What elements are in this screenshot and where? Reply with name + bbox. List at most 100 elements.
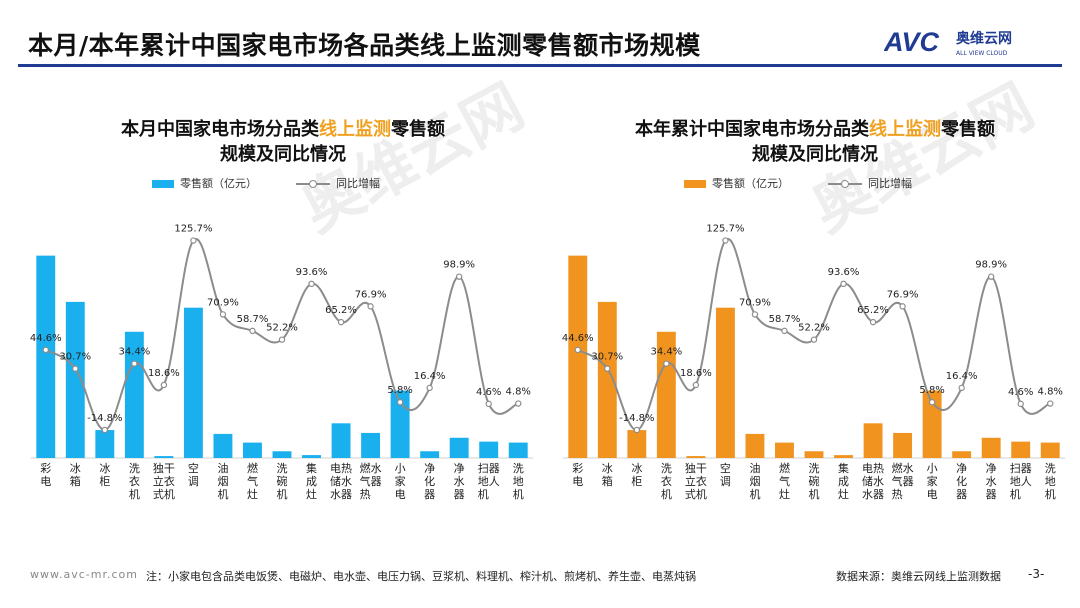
- bar: [302, 455, 321, 458]
- page-number: -3-: [1028, 567, 1045, 581]
- svg-text:立: 立: [685, 474, 696, 488]
- growth-label: 70.9%: [207, 297, 239, 308]
- svg-text:器: 器: [489, 462, 500, 475]
- growth-label: 30.7%: [59, 352, 91, 363]
- category-label: 空调: [720, 461, 731, 488]
- growth-label: 18.6%: [680, 368, 712, 379]
- svg-text:机: 机: [129, 487, 140, 501]
- svg-text:机: 机: [696, 487, 707, 501]
- category-label: 冰箱: [70, 462, 81, 488]
- logo-en-text: ALL VIEW CLOUD: [956, 50, 1008, 57]
- svg-text:箱: 箱: [70, 474, 81, 488]
- svg-text:热: 热: [341, 462, 352, 475]
- growth-point: [72, 365, 79, 372]
- svg-text:器: 器: [873, 488, 884, 501]
- svg-text:气: 气: [247, 474, 258, 488]
- growth-point: [810, 336, 818, 343]
- svg-text:地: 地: [478, 475, 489, 488]
- svg-text:机: 机: [277, 487, 288, 501]
- svg-text:地: 地: [1045, 475, 1056, 488]
- bar: [95, 430, 115, 458]
- svg-text:器: 器: [956, 488, 967, 501]
- bar: [627, 430, 647, 458]
- growth-point: [337, 318, 345, 326]
- svg-text:化: 化: [424, 474, 435, 488]
- svg-text:水: 水: [330, 488, 341, 501]
- growth-point: [131, 360, 138, 367]
- svg-text:式: 式: [685, 488, 696, 501]
- growth-point: [840, 280, 847, 288]
- growth-label: 98.9%: [443, 260, 475, 271]
- growth-label: 4.8%: [1038, 387, 1063, 398]
- svg-text:净: 净: [956, 461, 967, 475]
- bar: [568, 255, 588, 458]
- svg-text:灶: 灶: [838, 488, 849, 501]
- growth-label: 93.6%: [296, 267, 328, 278]
- category-label: 洗地机: [513, 462, 524, 501]
- growth-label: 5.8%: [387, 385, 412, 396]
- svg-text:独: 独: [153, 462, 164, 475]
- svg-text:灶: 灶: [306, 488, 317, 501]
- category-label: 净化器: [424, 461, 435, 501]
- svg-text:机: 机: [513, 487, 524, 501]
- bar: [715, 307, 735, 458]
- bar: [745, 433, 765, 458]
- growth-point: [219, 311, 227, 318]
- growth-label: 16.4%: [414, 371, 446, 382]
- svg-text:集: 集: [838, 461, 849, 475]
- svg-text:调: 调: [720, 475, 731, 488]
- bar: [154, 456, 174, 458]
- svg-text:洗: 洗: [1045, 462, 1056, 475]
- legend-item-bar: 零售额（亿元）: [152, 175, 257, 191]
- footer-source: 数据来源：奥维云网线上监测数据: [836, 570, 1001, 583]
- bar: [1040, 442, 1060, 458]
- growth-point: [663, 360, 670, 367]
- svg-text:化: 化: [956, 474, 967, 488]
- chart-title-monthly: 本月中国家电市场分品类线上监测零售额 规模及同比情况: [121, 119, 445, 165]
- svg-text:干: 干: [696, 462, 707, 475]
- growth-point: [160, 381, 168, 389]
- growth-label: 34.4%: [118, 347, 150, 358]
- svg-text:气: 气: [779, 474, 790, 488]
- svg-text:小: 小: [927, 462, 938, 475]
- bar: [449, 437, 469, 458]
- growth-point: [928, 399, 936, 406]
- svg-text:烟: 烟: [749, 474, 760, 488]
- footer-url: www.avc-mr.com: [30, 568, 138, 581]
- svg-text:柜: 柜: [631, 475, 642, 488]
- bar: [1011, 441, 1031, 458]
- chart-title-ytd: 本年累计中国家电市场分品类线上监测零售额 规模及同比情况: [635, 119, 995, 165]
- category-label: 燃气灶: [779, 461, 790, 501]
- svg-text:水: 水: [862, 488, 873, 501]
- growth-label: 44.6%: [30, 333, 62, 344]
- svg-text:烟: 烟: [217, 474, 228, 488]
- footer-note: 注：小家电包含品类电饭煲、电磁炉、电水壶、电压力锅、豆浆机、料理机、榨汁机、煎烤…: [146, 570, 696, 583]
- category-label: 洗衣机: [129, 462, 140, 501]
- bar: [952, 451, 972, 458]
- svg-text:机: 机: [1045, 487, 1056, 501]
- chart-monthly-plot: 44.6% 30.7% -14.8% 34.4% 18.6% 125.7% 70.9% 58.…: [30, 224, 533, 501]
- svg-text:燃: 燃: [247, 461, 258, 475]
- bar: [597, 301, 617, 458]
- svg-text:水: 水: [454, 475, 465, 488]
- svg-text:碗: 碗: [277, 474, 288, 488]
- growth-label: 125.7%: [174, 224, 212, 235]
- svg-text:器: 器: [986, 488, 997, 501]
- growth-point: [249, 327, 256, 335]
- svg-text:机: 机: [749, 487, 760, 501]
- svg-text:箱: 箱: [602, 474, 613, 488]
- svg-text:衣: 衣: [696, 474, 707, 488]
- category-label: 小家电: [927, 462, 938, 501]
- bar: [420, 451, 440, 458]
- category-label: 空调: [188, 461, 199, 488]
- svg-text:彩: 彩: [40, 462, 51, 475]
- growth-point: [396, 399, 404, 406]
- growth-label: 93.6%: [828, 267, 860, 278]
- growth-point: [426, 384, 433, 392]
- svg-text:洗: 洗: [661, 462, 672, 475]
- growth-point: [633, 426, 641, 434]
- category-label: 洗地机: [1045, 462, 1056, 501]
- category-label: 净化器: [956, 461, 967, 501]
